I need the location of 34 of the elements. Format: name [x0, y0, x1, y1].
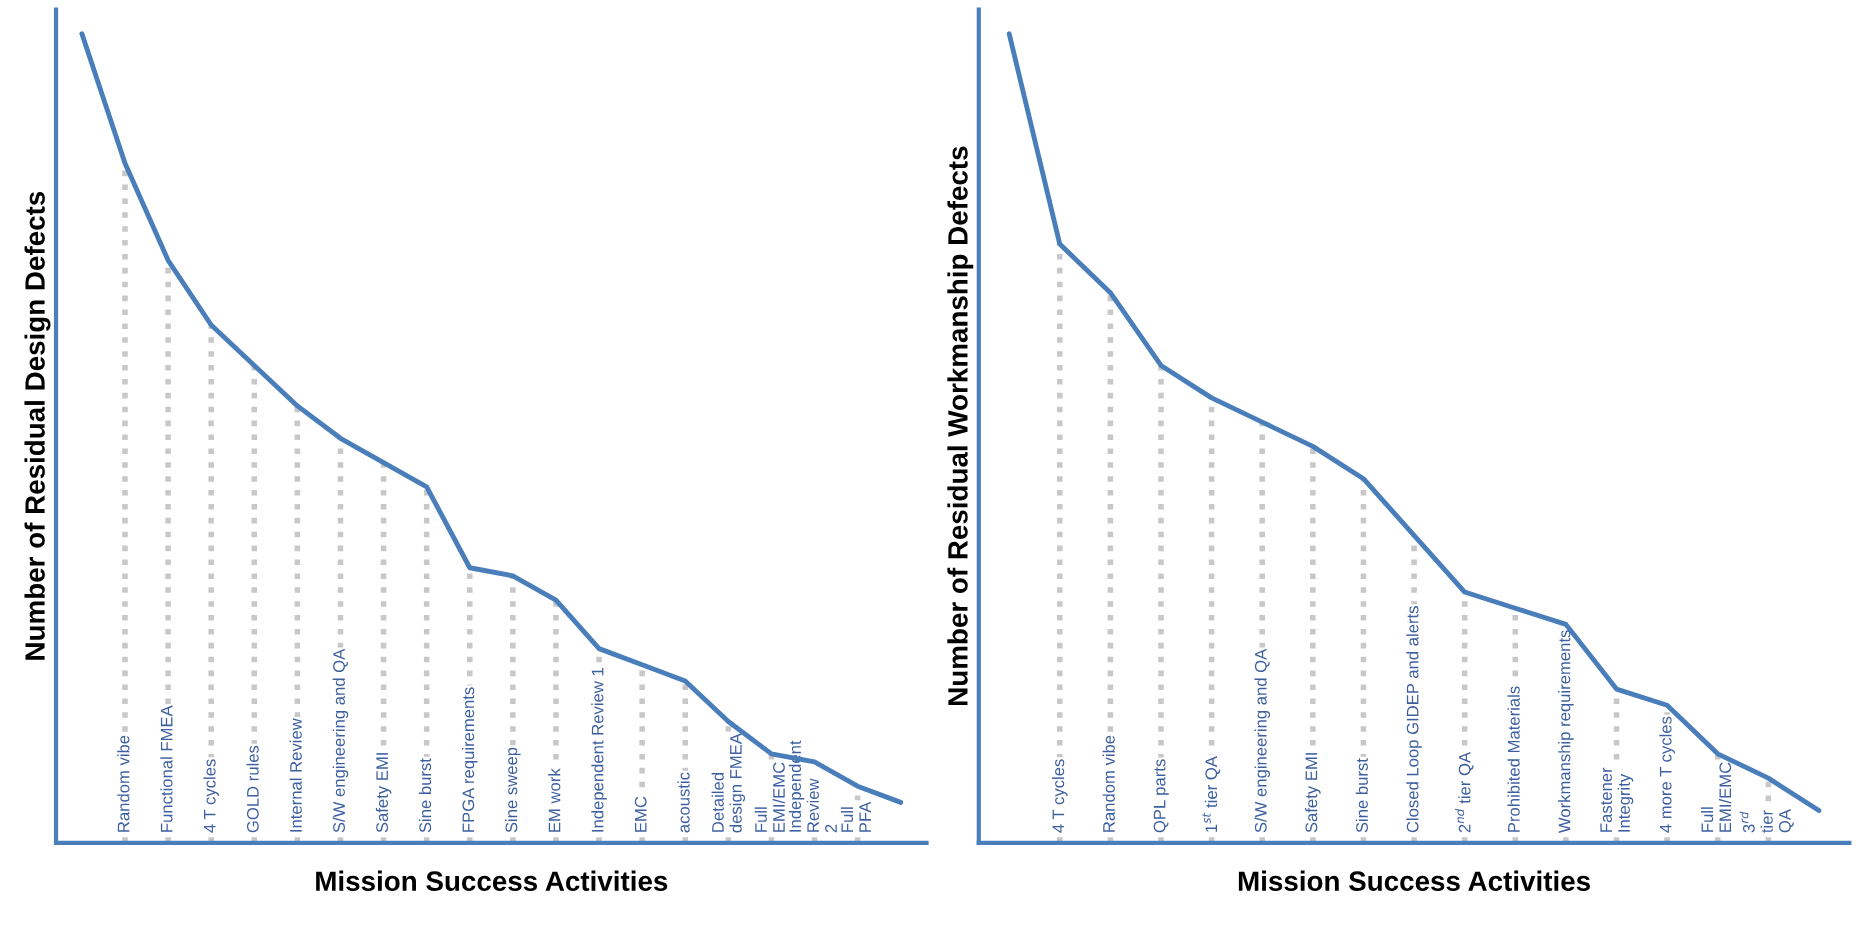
category-label: EMC	[634, 796, 647, 832]
category-label: Fastener Integrity	[1600, 767, 1634, 832]
x-axis-title: Mission Success Activities	[316, 870, 668, 892]
category-label: Full EMI/EMC	[1700, 762, 1732, 832]
category-label: Prohibited Materials	[1507, 686, 1520, 832]
y-axis-title: Number of Residual Workmanship Defects	[947, 146, 974, 705]
category-label: acoustic	[677, 772, 690, 833]
y-axis-title: Number of Residual Design Defects	[24, 191, 51, 660]
category-label: 1$^{st}$ tier QA	[1202, 756, 1221, 832]
category-label: 4 T cycles	[203, 759, 219, 833]
category-label: S/W engineering and QA	[1254, 648, 1270, 833]
x-axis-title: Mission Success Activities	[1238, 870, 1590, 892]
category-label: Functional FMEA	[160, 705, 173, 832]
category-label: S/W engineering and QA	[332, 648, 349, 833]
category-label: 2$^{nd}$ tier QA	[1455, 751, 1474, 833]
category-label: GOLD rules	[246, 745, 259, 833]
category-label: QPL parts	[1153, 759, 1169, 833]
category-label: Random vibe	[1102, 735, 1115, 832]
category-label: Sine burst	[418, 758, 432, 833]
category-label: Random vibe	[117, 735, 130, 832]
category-label: Safety EMI	[1305, 753, 1321, 833]
category-label: Sine burst	[1355, 758, 1368, 833]
category-label: Sine sweep	[505, 747, 521, 833]
category-label: Closed Loop GIDEP and alerts	[1406, 606, 1422, 833]
category-label: Detailed design FMEA	[711, 733, 746, 833]
category-label: Full EMI/EMC	[754, 762, 785, 832]
category-label: Full PFA	[840, 801, 871, 832]
category-label: EM work	[548, 768, 561, 832]
category-label: FPGA requirements	[461, 687, 478, 832]
category-label: 4 T cycles	[1052, 759, 1068, 833]
category-label: 4 more T cycles	[1659, 716, 1675, 833]
category-label: Safety EMI	[375, 753, 392, 833]
category-label: Internal Review	[289, 718, 302, 832]
category-label: Independent Review 1	[591, 668, 607, 832]
